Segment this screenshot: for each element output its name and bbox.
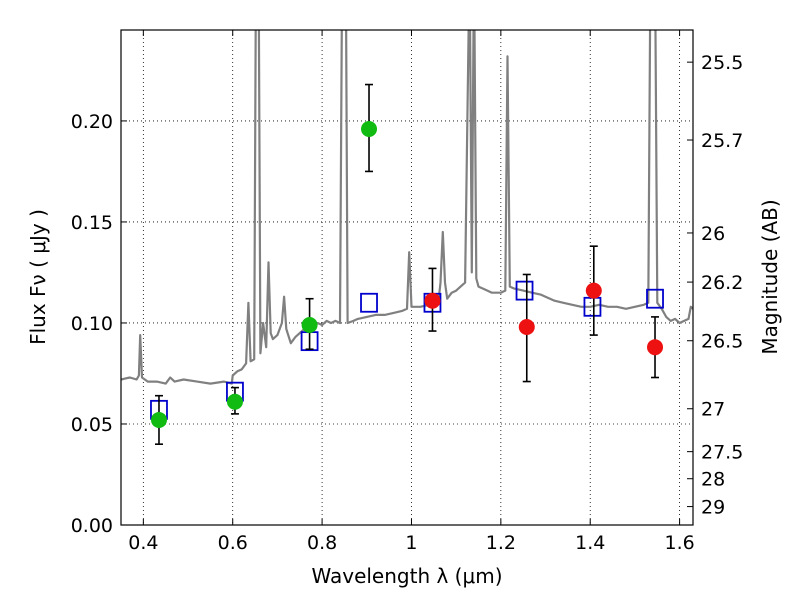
right-tick-label: 25.5 xyxy=(701,52,743,74)
green-point xyxy=(361,121,378,137)
right-tick-label: 26.5 xyxy=(701,331,743,353)
green-point xyxy=(150,411,167,428)
red-point xyxy=(424,292,441,309)
x-tick-label: 1.6 xyxy=(664,532,694,554)
x-tick-label: 0.4 xyxy=(128,532,158,554)
y-tick-label: 0.20 xyxy=(71,111,113,133)
red-point xyxy=(585,282,602,299)
model-square xyxy=(515,280,534,301)
right-tick-label: 29 xyxy=(701,497,725,519)
y-tick-label: 0.00 xyxy=(71,515,113,537)
plot-background xyxy=(121,30,693,525)
right-tick-label: 26.2 xyxy=(701,272,743,294)
y-tick-label: 0.10 xyxy=(71,313,113,335)
plot-area xyxy=(121,30,693,445)
right-tick-label: 27.5 xyxy=(701,442,743,464)
red-point xyxy=(647,339,664,356)
right-tick-label: 28 xyxy=(701,469,725,491)
right-tick-label: 27 xyxy=(701,399,725,421)
ticks: 0.4 0.6 0.8 1 1.2 1.4 1.6 0.00 0.05 0.10 0.15 0.20 2… xyxy=(71,30,743,554)
red-point xyxy=(518,319,535,335)
y-tick-label: 0.15 xyxy=(71,212,113,234)
x-axis-label: Wavelength λ (μm) xyxy=(311,564,502,588)
y-axis-right-label: Magnitude (AB) xyxy=(758,199,782,354)
x-tick-label: 0.8 xyxy=(307,532,337,554)
x-tick-label: 1 xyxy=(405,532,417,554)
green-point xyxy=(226,393,243,410)
right-tick-label: 25.7 xyxy=(701,130,743,152)
x-tick-label: 0.6 xyxy=(218,532,248,554)
plot-frame xyxy=(120,29,694,526)
template-spectrum-line xyxy=(121,30,693,385)
model-square xyxy=(360,292,378,313)
model-square xyxy=(646,288,664,309)
right-tick-label: 26 xyxy=(701,223,725,245)
y-axis-label: Flux Fν ( μJy ) xyxy=(26,209,50,345)
x-tick-label: 1.4 xyxy=(575,532,605,554)
green-point xyxy=(301,316,318,333)
x-tick-label: 1.2 xyxy=(486,532,516,554)
y-tick-label: 0.05 xyxy=(71,414,113,436)
